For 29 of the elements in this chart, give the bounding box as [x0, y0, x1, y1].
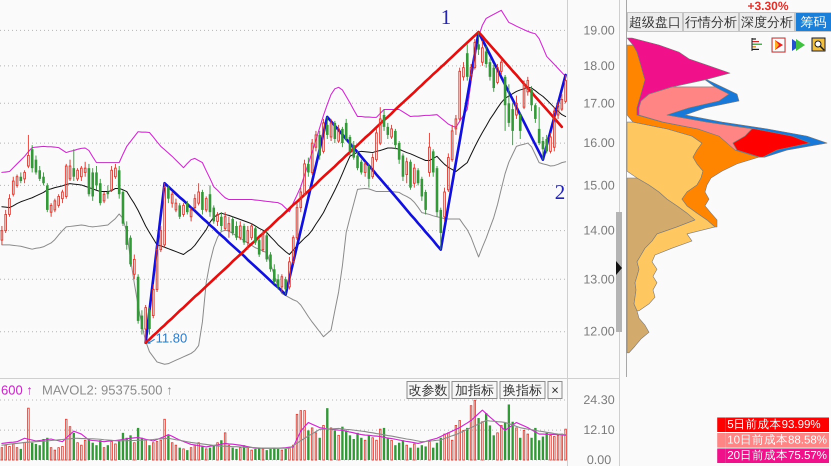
y-tick-label: 14.00 [583, 224, 615, 238]
text: 改参数 [408, 382, 448, 398]
text: 加指标 [455, 382, 494, 398]
text: MAVOL2: 95375.500 ↑ [42, 382, 173, 398]
text: × [551, 382, 559, 398]
y-tick-label: 16.00 [583, 136, 615, 150]
annotation: 11.80 [156, 330, 188, 346]
annotation: 2 [554, 180, 566, 204]
annotation: 行情分析 [685, 14, 737, 30]
annotation: 筹码 [800, 14, 826, 30]
annotation: 超级盘口 [629, 14, 681, 30]
annotation: 深度分析 [741, 14, 793, 30]
annotation: +3.30% [747, 0, 789, 13]
y-tick-label: 15.00 [583, 178, 615, 192]
y-tick-label: 12.00 [583, 324, 615, 339]
y-tick-label: 18.00 [583, 58, 615, 73]
text: 600 ↑ [1, 382, 33, 398]
annotation: 1 [440, 5, 452, 29]
y-tick-label: 13.00 [583, 272, 615, 286]
legend-label: 10日前成本88.58% [727, 433, 827, 446]
text: 换指标 [503, 382, 542, 398]
y-tick-label: 0.00 [586, 453, 612, 466]
y-tick-label: 17.00 [583, 96, 615, 110]
legend-label: 5日前成本93.99% [727, 418, 821, 431]
y-tick-label: 19.00 [583, 23, 615, 38]
legend: 5日前成本93.99% 10日前成本88.58% 20日前成本75.57% [717, 418, 829, 463]
y-tick-label: 24.30 [583, 393, 615, 407]
y-tick-label: 12.10 [583, 423, 615, 438]
legend-label: 20日前成本75.57% [727, 448, 827, 462]
